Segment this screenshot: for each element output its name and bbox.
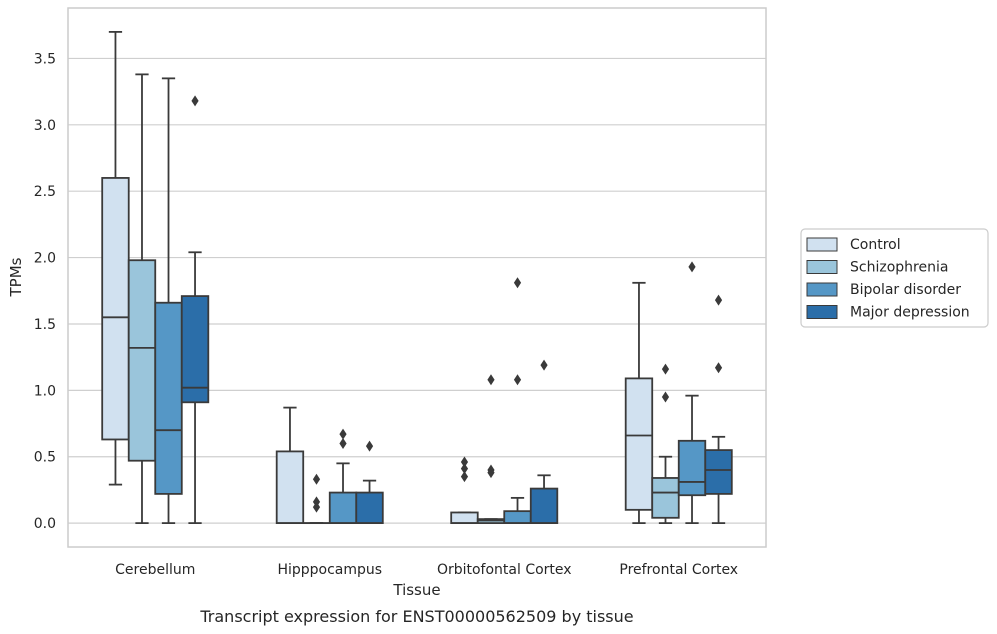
legend-swatch	[806, 260, 838, 274]
outlier-point	[191, 95, 199, 107]
chart-caption: Transcript expression for ENST0000056250…	[199, 607, 633, 626]
box-0-0	[101, 30, 130, 486]
y-tick-label: 2.0	[34, 251, 56, 267]
y-tick-label: 1.5	[34, 317, 56, 333]
box-0-3	[180, 95, 210, 525]
box-body	[180, 295, 210, 404]
x-tick-labels: Cerebellum Hipppocampus Orbitofontal Corte…	[115, 562, 738, 578]
outlier-point	[661, 391, 670, 403]
box-body	[127, 259, 157, 462]
box-groups	[101, 30, 733, 525]
box-3-3	[704, 294, 733, 525]
outlier-point	[540, 359, 548, 371]
x-tick-label: Orbitofontal Cortex	[437, 562, 572, 578]
box-body	[677, 439, 707, 497]
box-body	[529, 487, 559, 525]
box-body	[450, 511, 479, 525]
box-3-0	[624, 281, 654, 525]
box-1-3	[355, 440, 384, 525]
outlier-point	[460, 463, 469, 475]
legend-label: Major depression	[850, 305, 970, 321]
legend-label: Bipolar disorder	[850, 282, 961, 298]
box-body	[651, 477, 680, 519]
box-0-1	[127, 73, 157, 525]
box-3-1	[651, 363, 680, 525]
box-body	[154, 301, 183, 495]
box-body	[101, 177, 130, 441]
outlier-point	[487, 464, 495, 476]
legend-swatch	[806, 305, 838, 319]
outlier-point	[714, 362, 723, 374]
y-tick-label: 3.0	[34, 118, 56, 134]
outlier-point	[513, 374, 522, 386]
legend: Control Schizophrenia Bipolar disorder Majo…	[800, 228, 989, 328]
box-1-2	[328, 428, 358, 525]
y-tick-label: 2.5	[34, 184, 56, 200]
outlier-point	[487, 374, 495, 386]
y-axis-label: TPMs	[7, 257, 25, 297]
box-body	[328, 491, 358, 525]
plot-frame	[67, 7, 767, 548]
legend-swatch	[806, 237, 838, 252]
outlier-point	[339, 437, 347, 449]
box-body	[704, 449, 733, 495]
outlier-point	[714, 294, 723, 306]
outlier-point	[339, 428, 347, 440]
y-tick-label: 0.0	[34, 516, 56, 532]
y-tick-labels: 0.0 0.5 1.0 1.5 2.0 2.5 3.0 3.5	[34, 51, 56, 532]
box-2-2	[503, 277, 532, 525]
y-tick-label: 3.5	[34, 51, 56, 67]
box-body	[355, 491, 384, 525]
x-tick-label: Prefrontal Cortex	[619, 562, 738, 578]
legend-frame	[800, 228, 989, 328]
outlier-point	[460, 456, 469, 468]
y-tick-label: 0.5	[34, 450, 56, 466]
legend-label: Control	[850, 237, 901, 253]
x-tick-label: Hipppocampus	[277, 562, 382, 578]
outlier-point	[460, 471, 469, 483]
outlier-point	[365, 440, 374, 452]
box-body	[624, 377, 654, 511]
outlier-point	[312, 473, 321, 485]
legend-swatch	[806, 282, 838, 297]
x-axis-label: Tissue	[392, 581, 440, 599]
box-1-0	[275, 406, 305, 525]
box-0-2	[154, 77, 183, 525]
outlier-point	[513, 277, 522, 289]
y-tick-label: 1.0	[34, 383, 56, 399]
box-2-3	[529, 359, 559, 525]
legend-label: Schizophrenia	[850, 260, 948, 276]
outlier-point	[661, 363, 670, 375]
outlier-point	[312, 496, 321, 508]
outlier-point	[688, 261, 696, 273]
box-body	[275, 450, 305, 525]
x-tick-label: Cerebellum	[115, 562, 195, 578]
box-body	[503, 510, 532, 525]
box-2-0	[450, 456, 479, 525]
